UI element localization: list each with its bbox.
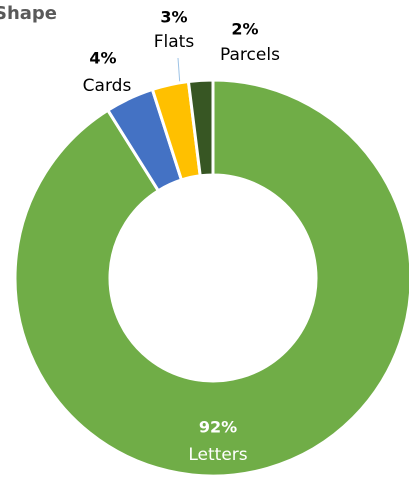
donut-slice [13,78,409,478]
data-label: 3% [160,8,187,27]
data-label: 92% [199,418,237,437]
category-label: Letters [188,445,247,465]
data-label: 2% [231,20,258,39]
category-label: Cards [83,76,132,96]
chart-title: Shape [0,3,57,24]
category-label: Flats [154,32,195,52]
donut-slice [186,78,215,178]
category-label: Parcels [220,45,280,65]
data-label: 4% [89,49,116,68]
